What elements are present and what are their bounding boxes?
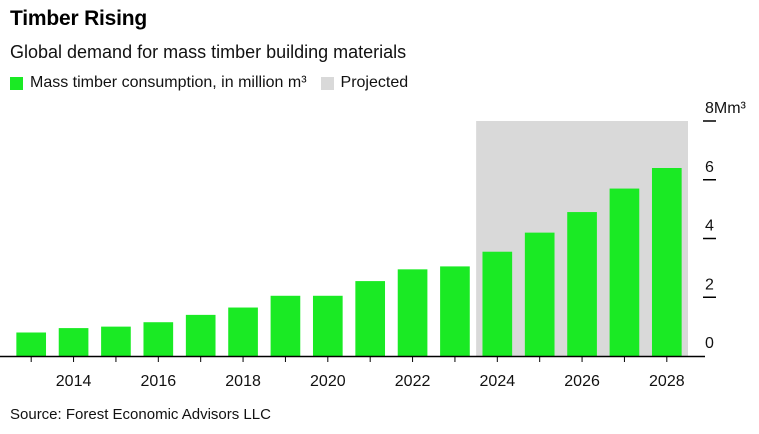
chart-title: Timber Rising: [10, 7, 148, 30]
legend-swatch-consumption: [10, 76, 23, 90]
bar-2018: [228, 307, 258, 356]
bar-2016: [143, 322, 174, 356]
x-tick-label-2026: 2026: [564, 373, 600, 390]
bar-2028: [651, 168, 682, 356]
x-tick-label-2028: 2028: [649, 373, 685, 390]
bar-2021: [355, 281, 386, 356]
x-tick-label-2022: 2022: [395, 373, 431, 390]
y-tick-label-2: 2: [705, 276, 714, 293]
bar-2014: [58, 328, 89, 356]
y-tick-label-0: 0: [705, 335, 714, 352]
y-tick-label-4: 4: [705, 218, 714, 235]
bar-2024: [482, 251, 513, 356]
bar-2015: [101, 326, 131, 356]
x-tick-label-2024: 2024: [480, 373, 516, 390]
bar-2023: [440, 266, 470, 356]
source-note: Source: Forest Economic Advisors LLC: [10, 406, 271, 423]
bar-2017: [185, 314, 216, 356]
bar-2025: [524, 232, 555, 356]
bar-2020: [312, 295, 343, 356]
y-tick-label-8: 8Mm³: [705, 100, 747, 117]
bar-2013: [16, 332, 47, 356]
legend-item-projected: Projected: [320, 74, 409, 92]
x-tick-label-2014: 2014: [56, 373, 92, 390]
x-tick-label-2020: 2020: [310, 373, 346, 390]
legend: Mass timber consumption, in million m³ P…: [10, 74, 422, 92]
bar-2019: [270, 295, 301, 356]
legend-swatch-projected: [320, 76, 334, 90]
x-tick-label-2016: 2016: [141, 373, 177, 390]
legend-label-consumption: Mass timber consumption, in million m³: [30, 74, 307, 91]
bar-2022: [397, 269, 428, 356]
x-tick-label-2018: 2018: [225, 373, 261, 390]
legend-label-projected: Projected: [340, 74, 409, 91]
bar-2026: [567, 212, 597, 356]
legend-item-consumption: Mass timber consumption, in million m³: [10, 74, 307, 92]
chart-subtitle: Global demand for mass timber building m…: [10, 42, 407, 62]
bar-2027: [609, 188, 640, 356]
y-tick-label-6: 6: [705, 159, 714, 176]
